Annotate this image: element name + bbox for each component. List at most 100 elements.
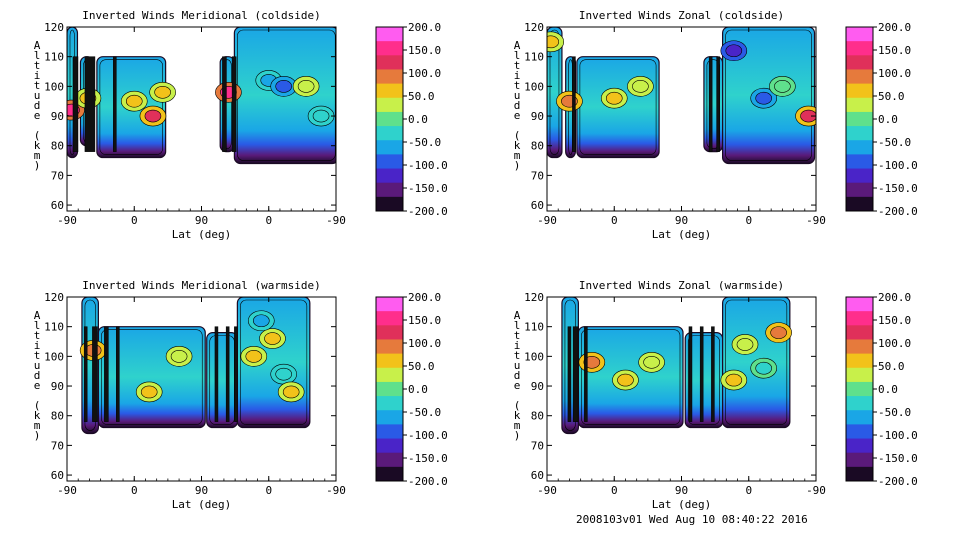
- contour-core: [312, 109, 330, 123]
- x-tick-label: -90: [537, 214, 557, 227]
- contour-core: [140, 385, 158, 399]
- chart-title: Inverted Winds Zonal (warmside): [579, 279, 784, 292]
- x-tick-label: 0: [611, 484, 618, 497]
- colorbar-segment: [846, 111, 873, 127]
- plot-area: [561, 297, 792, 435]
- contour-core: [583, 355, 601, 369]
- colorbar-label: 200.0: [408, 291, 441, 304]
- colorbar-label: -200.0: [408, 205, 448, 218]
- contour-core: [617, 373, 634, 387]
- contour-core: [632, 80, 649, 93]
- contour-core: [144, 109, 162, 123]
- y-tick-label: 110: [44, 321, 64, 334]
- x-tick-label: 90: [195, 214, 208, 227]
- colorbar-label: 100.0: [878, 337, 911, 350]
- colorbar-segment: [376, 55, 403, 70]
- dense-contour-band: [116, 326, 120, 422]
- y-tick-label: 70: [51, 169, 64, 182]
- colorbar-segment: [376, 69, 403, 85]
- colorbar-label: 200.0: [878, 291, 911, 304]
- footer-timestamp: 2008103v01 Wed Aug 10 08:40:22 2016: [576, 513, 808, 526]
- colorbar-segment: [376, 41, 403, 56]
- colorbar-segment: [376, 83, 403, 99]
- colorbar-segment: [376, 168, 403, 184]
- x-tick-label: -90: [806, 214, 826, 227]
- y-tick-label: 80: [51, 140, 64, 153]
- contour-core: [275, 367, 292, 381]
- colorbar-segment: [376, 126, 403, 141]
- y-tick-label: 70: [531, 169, 544, 182]
- contour-line: [101, 329, 203, 425]
- colorbar-segment: [376, 466, 403, 482]
- colorbar-label: 150.0: [878, 314, 911, 327]
- x-axis-label: Lat (deg): [172, 498, 232, 511]
- y-tick-label: 120: [44, 291, 64, 304]
- x-tick-label: -90: [537, 484, 557, 497]
- colorbar-segment: [376, 27, 403, 42]
- y-tick-label: 110: [524, 51, 544, 64]
- colorbar-segment: [846, 353, 873, 369]
- colorbar-label: -150.0: [408, 452, 448, 465]
- y-tick-label: 60: [531, 199, 544, 212]
- contour-core: [282, 385, 300, 399]
- contour-line: [549, 29, 560, 155]
- dense-contour-band: [72, 56, 79, 152]
- colorbar-label: -50.0: [408, 136, 441, 149]
- colorbar-segment: [846, 466, 873, 482]
- colorbar-label: 200.0: [878, 21, 911, 34]
- contour-core: [125, 94, 143, 108]
- y-tick-label: 120: [524, 21, 544, 34]
- contour-line: [687, 335, 720, 425]
- colorbar-segment: [846, 182, 873, 198]
- colorbar-label: -200.0: [878, 205, 918, 218]
- colorbar-label: -100.0: [878, 429, 918, 442]
- colorbar-label: -100.0: [408, 159, 448, 172]
- x-axis-label: Lat (deg): [652, 498, 712, 511]
- colorbar-segment: [376, 396, 403, 411]
- contour-core: [547, 35, 560, 49]
- x-tick-label: 90: [675, 214, 688, 227]
- dense-contour-band: [567, 326, 572, 422]
- contour-core: [755, 91, 772, 105]
- dense-contour-band: [716, 56, 720, 152]
- y-tick-label: 90: [531, 380, 544, 393]
- colorbar-segment: [846, 41, 873, 56]
- chart-title: Inverted Winds Zonal (coldside): [579, 9, 784, 22]
- dense-contour-band: [113, 56, 117, 152]
- x-tick-label: -90: [326, 484, 346, 497]
- contour-core: [725, 373, 743, 387]
- x-tick-label: 0: [265, 484, 272, 497]
- panel-1: Inverted Winds Meridional (coldside) -90 0…: [34, 9, 448, 241]
- colorbar-segment: [846, 154, 873, 170]
- contour-core: [643, 355, 660, 369]
- colorbar-segment: [846, 339, 873, 355]
- colorbar-segment: [846, 452, 873, 468]
- colorbar-segment: [376, 452, 403, 468]
- colorbar-segment: [846, 126, 873, 141]
- dense-contour-band: [104, 326, 109, 422]
- x-tick-label: 90: [195, 484, 208, 497]
- y-tick-label: 80: [531, 410, 544, 423]
- plot-area: [67, 27, 336, 165]
- plot-area: [547, 27, 816, 165]
- colorbar-segment: [376, 367, 403, 383]
- data-block: [97, 326, 206, 429]
- colorbar-label: -150.0: [878, 452, 918, 465]
- contour-core: [725, 44, 743, 58]
- panel-3: Inverted Winds Meridional (warmside) -90 0…: [34, 279, 448, 511]
- contour-core: [605, 91, 623, 105]
- y-tick-label: 60: [531, 469, 544, 482]
- colorbar-segment: [376, 140, 403, 155]
- colorbar-segment: [376, 438, 403, 454]
- colorbar-label: 0.0: [878, 383, 898, 396]
- colorbar-segment: [846, 311, 873, 326]
- colorbar-segment: [846, 424, 873, 440]
- x-tick-label: 0: [131, 214, 138, 227]
- colorbar-segment: [376, 111, 403, 127]
- colorbar-segment: [846, 325, 873, 340]
- colorbar-segment: [376, 196, 403, 212]
- colorbar-segment: [846, 140, 873, 155]
